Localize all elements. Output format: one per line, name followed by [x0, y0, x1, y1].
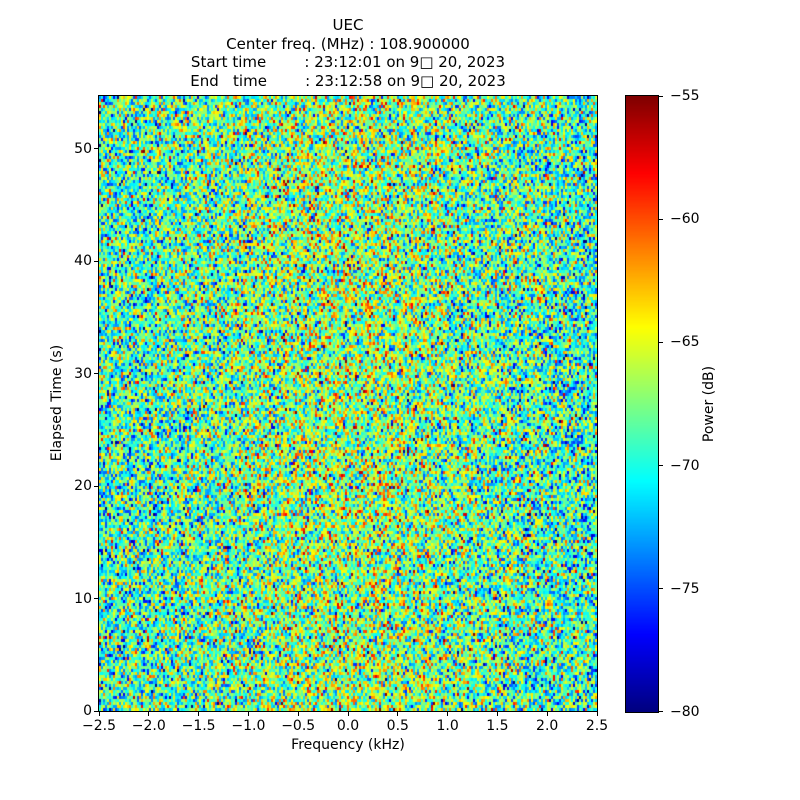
x-tick-label: 0.5	[386, 718, 409, 734]
x-tick-label: −1.0	[231, 718, 266, 734]
spectrogram-heatmap-canvas	[99, 96, 597, 711]
colorbar-tick-mark	[659, 95, 663, 97]
y-axis-label: Elapsed Time (s)	[49, 344, 65, 462]
colorbar-tick-mark	[659, 341, 663, 343]
y-tick-mark	[94, 260, 98, 262]
x-tick-label: 2.0	[536, 718, 559, 734]
spectrogram-plot-area	[98, 95, 598, 712]
y-tick-label: 20	[74, 478, 92, 495]
plot-title: UEC	[332, 16, 364, 34]
x-axis-label: Frequency (kHz)	[291, 737, 405, 753]
colorbar-tick-mark	[659, 218, 663, 220]
x-tick-mark	[596, 712, 598, 716]
x-tick-mark	[198, 712, 200, 716]
x-tick-label: 1.5	[486, 718, 509, 734]
x-tick-label: −2.0	[131, 718, 166, 734]
x-tick-mark	[397, 712, 399, 716]
colorbar-tick-label: −65	[670, 334, 700, 351]
colorbar-tick-mark	[659, 710, 663, 712]
x-tick-label: 1.0	[436, 718, 459, 734]
x-tick-mark	[247, 712, 249, 716]
x-tick-mark	[546, 712, 548, 716]
x-tick-mark	[98, 712, 100, 716]
y-tick-label: 40	[74, 253, 92, 270]
y-tick-mark	[94, 710, 98, 712]
x-tick-label: 0.0	[336, 718, 360, 734]
colorbar-tick-mark	[659, 588, 663, 590]
x-tick-mark	[297, 712, 299, 716]
y-tick-label: 0	[83, 703, 92, 719]
y-tick-mark	[94, 485, 98, 487]
colorbar-label: Power (dB)	[701, 365, 717, 443]
colorbar-tick-label: −70	[670, 457, 700, 474]
y-tick-mark	[94, 598, 98, 600]
figure-title-block: UEC Center freq. (MHz) : 108.900000 Star…	[98, 16, 598, 90]
start-time-line: Start time : 23:12:01 on 9□ 20, 2023	[190, 53, 506, 71]
colorbar-gradient-canvas	[626, 96, 658, 712]
x-tick-label: −2.5	[82, 718, 116, 734]
colorbar	[625, 95, 659, 713]
y-tick-label: 50	[74, 140, 92, 157]
x-tick-label: −1.5	[181, 718, 216, 734]
colorbar-tick-label: −60	[670, 211, 700, 228]
colorbar-tick-label: −80	[670, 704, 700, 720]
x-tick-mark	[148, 712, 150, 716]
y-tick-label: 30	[74, 365, 92, 382]
x-tick-mark	[447, 712, 449, 716]
x-tick-mark	[347, 712, 349, 716]
x-tick-label: 2.5	[585, 718, 609, 734]
colorbar-tick-mark	[659, 465, 663, 467]
colorbar-tick-label: −55	[670, 88, 700, 104]
x-tick-label: −0.5	[281, 718, 316, 734]
y-tick-mark	[94, 148, 98, 150]
y-tick-mark	[94, 373, 98, 375]
center-frequency-line: Center freq. (MHz) : 108.900000	[226, 34, 470, 53]
y-tick-label: 10	[74, 590, 92, 607]
end-time-line: End time : 23:12:58 on 9□ 20, 2023	[190, 71, 506, 90]
colorbar-tick-label: −75	[670, 580, 700, 597]
x-tick-mark	[496, 712, 498, 716]
